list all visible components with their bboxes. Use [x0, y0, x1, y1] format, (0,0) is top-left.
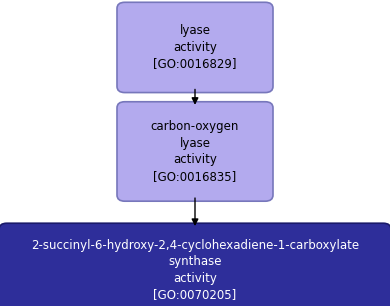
Text: lyase
activity
[GO:0016829]: lyase activity [GO:0016829]: [153, 24, 237, 70]
Text: carbon-oxygen
lyase
activity
[GO:0016835]: carbon-oxygen lyase activity [GO:0016835…: [151, 120, 239, 183]
FancyBboxPatch shape: [0, 223, 390, 306]
FancyBboxPatch shape: [117, 102, 273, 201]
Text: 2-succinyl-6-hydroxy-2,4-cyclohexadiene-1-carboxylate
synthase
activity
[GO:0070: 2-succinyl-6-hydroxy-2,4-cyclohexadiene-…: [31, 239, 359, 301]
FancyBboxPatch shape: [117, 2, 273, 92]
